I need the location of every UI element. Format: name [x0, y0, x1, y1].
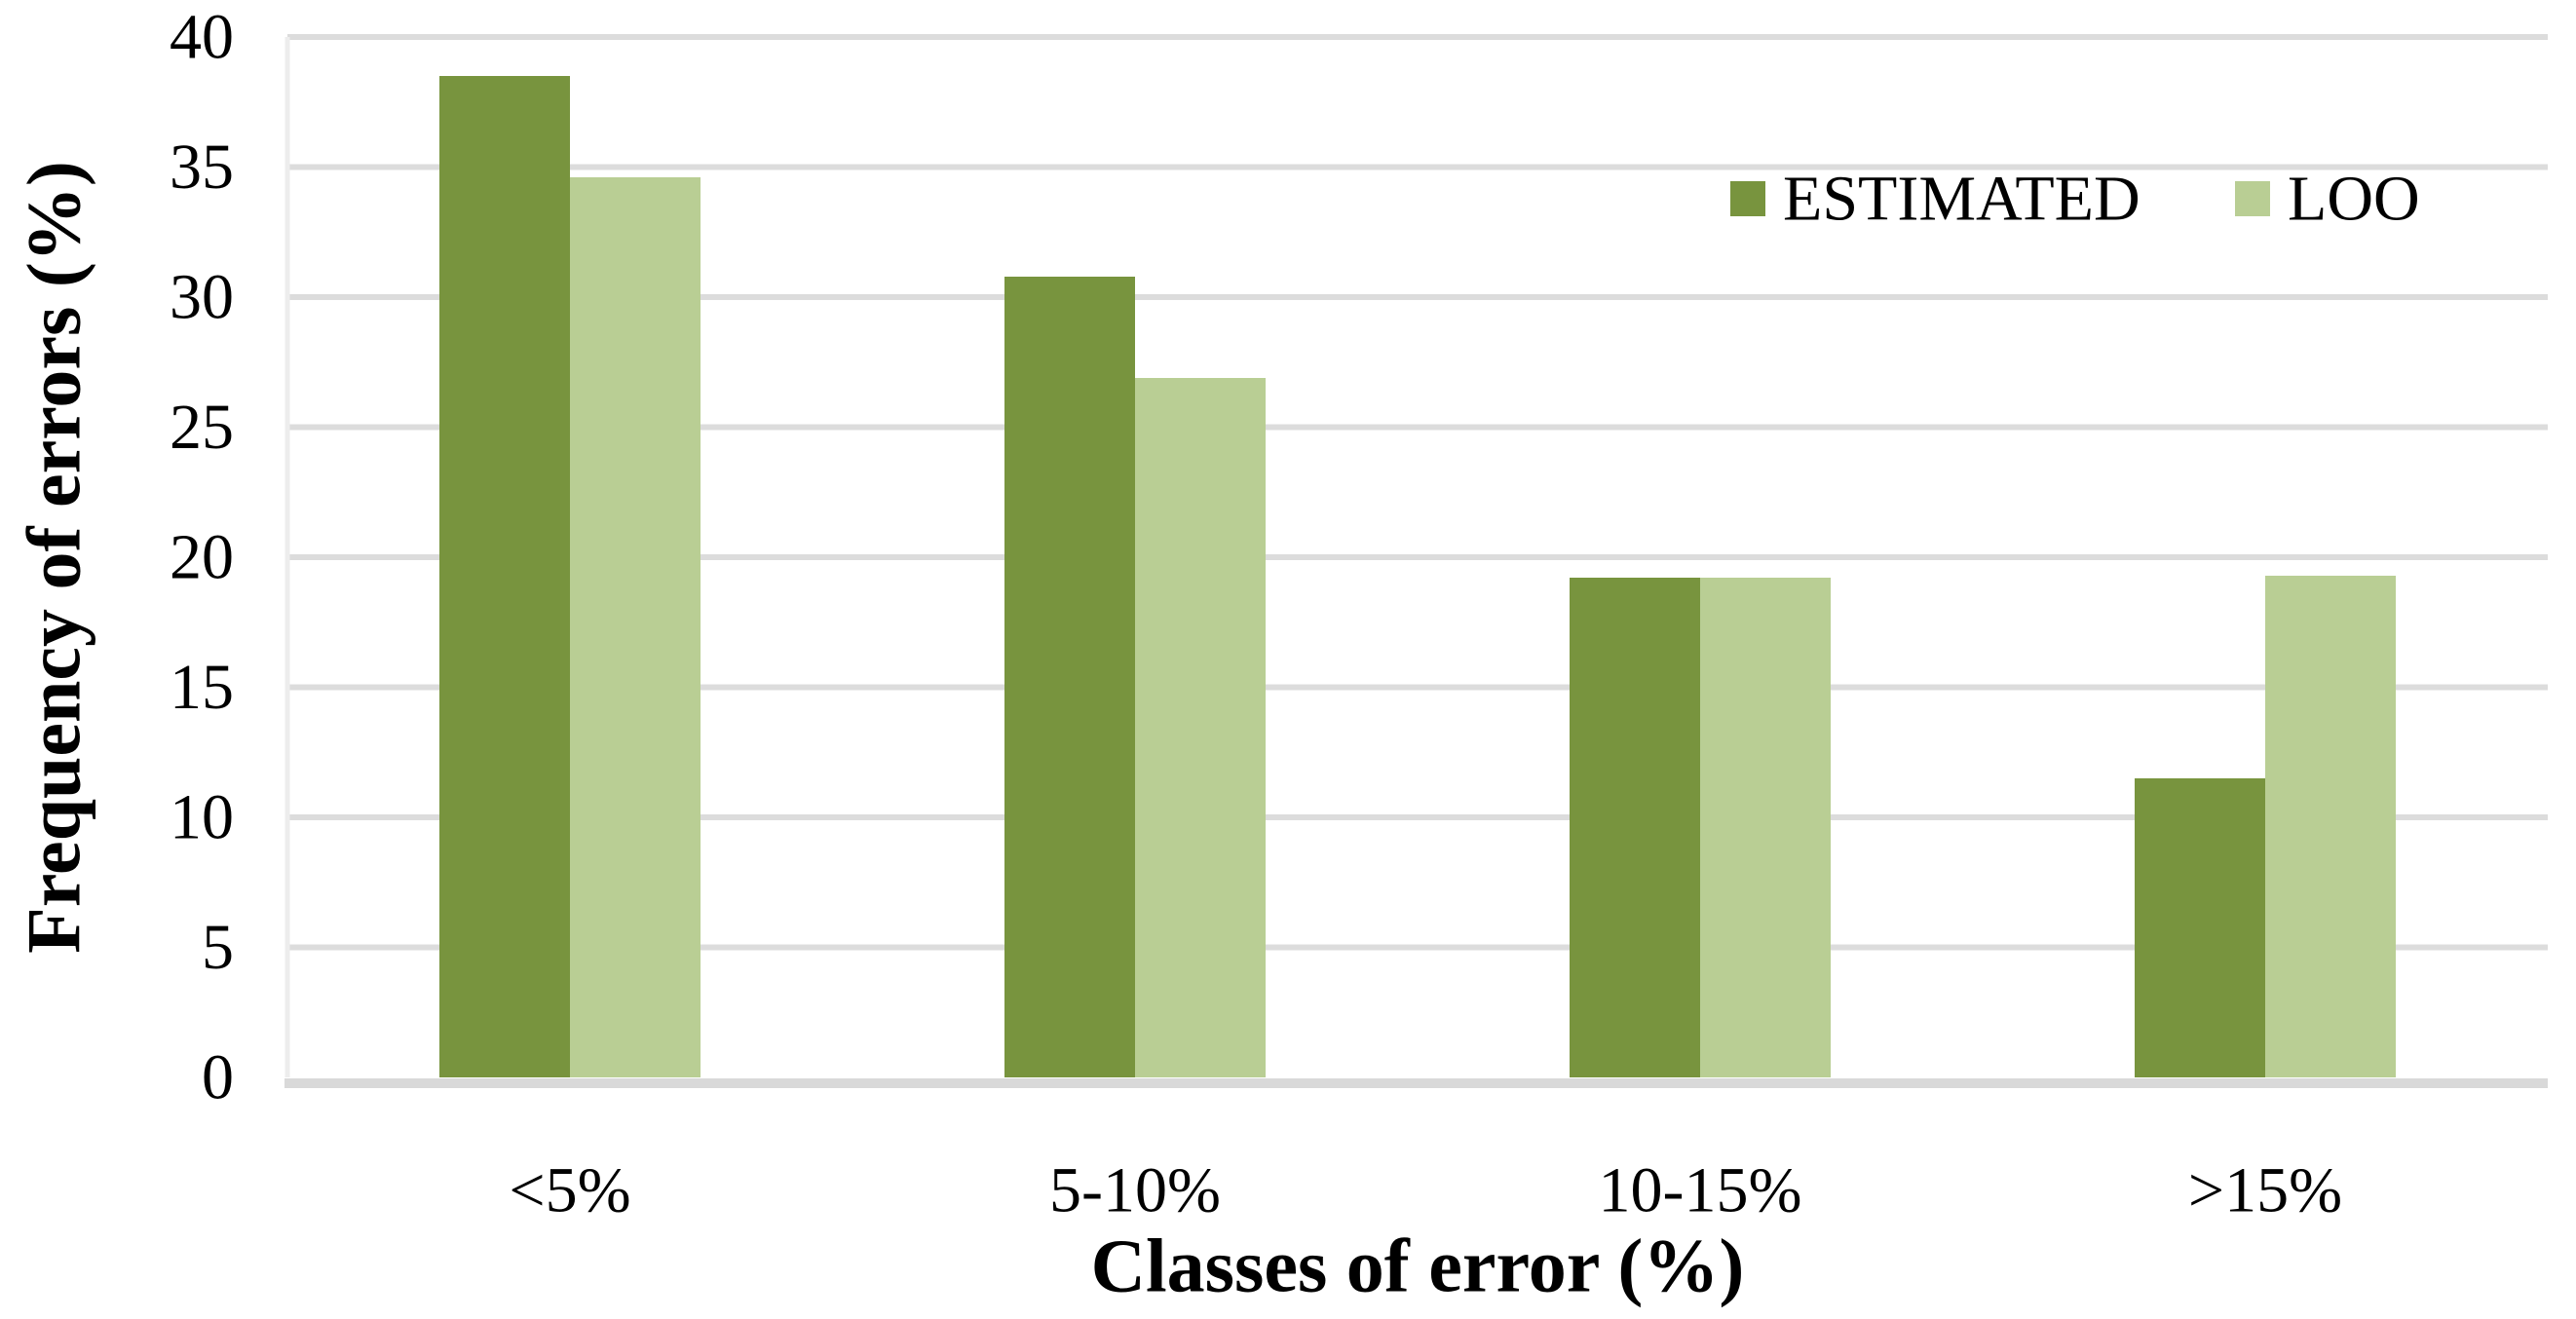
- x-axis-title: Classes of error (%): [1091, 1224, 1745, 1308]
- x-category-label: <5%: [509, 1155, 630, 1226]
- legend-swatch-loo: [2235, 181, 2270, 216]
- y-tick-label: 30: [170, 262, 234, 333]
- bar-estimated: [2135, 778, 2265, 1077]
- legend-swatch-estimated: [1730, 181, 1765, 216]
- y-tick-label: 20: [170, 522, 234, 593]
- x-category-label: >15%: [2188, 1155, 2342, 1226]
- legend-label-estimated: ESTIMATED: [1783, 164, 2140, 235]
- y-tick-label: 25: [170, 392, 234, 463]
- y-tick-label: 5: [202, 912, 234, 983]
- y-tick-label: 10: [170, 782, 234, 853]
- y-tick-label: 15: [170, 652, 234, 723]
- legend-label-loo: LOO: [2288, 164, 2420, 235]
- y-tick-label: 40: [170, 2, 234, 73]
- bar-loo: [2265, 576, 2396, 1077]
- x-category-label: 10-15%: [1599, 1155, 1802, 1226]
- bar-loo: [570, 177, 701, 1077]
- bar-loo: [1700, 578, 1831, 1077]
- y-tick-label: 0: [202, 1042, 234, 1113]
- bar-estimated: [1570, 578, 1700, 1077]
- x-category-label: 5-10%: [1049, 1155, 1221, 1226]
- bar-estimated: [1004, 277, 1135, 1077]
- y-axis-title: Frequency of errors (%): [12, 161, 96, 954]
- bar-loo: [1135, 378, 1266, 1077]
- bar-estimated: [439, 76, 570, 1077]
- y-tick-label: 35: [170, 132, 234, 203]
